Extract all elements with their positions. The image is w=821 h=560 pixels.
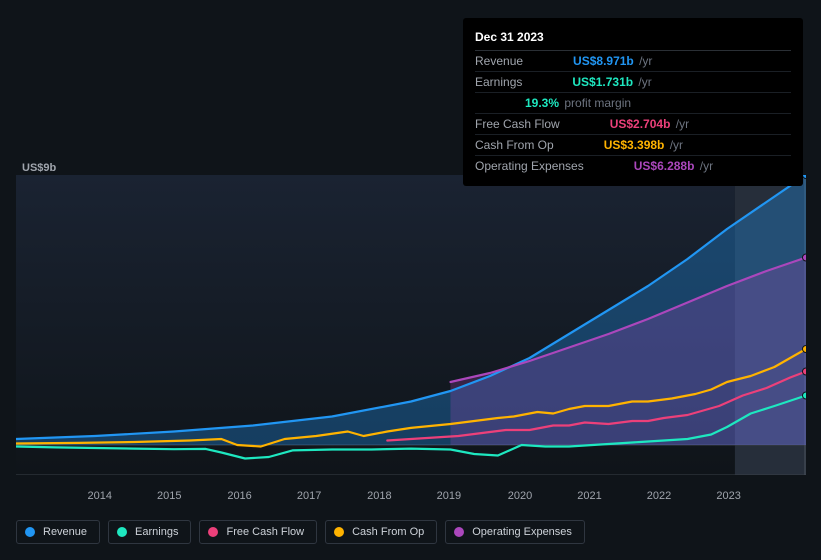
tooltip-row: Cash From OpUS$3.398b /yr	[475, 135, 791, 156]
tooltip-value: US$6.288b	[634, 159, 695, 173]
chart-legend: Revenue Earnings Free Cash Flow Cash From O…	[16, 520, 585, 544]
x-axis-tick: 2016	[227, 490, 251, 502]
x-axis-tick: 2019	[437, 490, 461, 502]
tooltip-unit: /yr	[696, 159, 713, 173]
tooltip-date: Dec 31 2023	[475, 26, 791, 51]
legend-item-free-cash-flow[interactable]: Free Cash Flow	[199, 520, 317, 544]
tooltip-value-wrap: US$2.704b /yr	[560, 117, 791, 131]
x-axis-tick: 2017	[297, 490, 321, 502]
tooltip-row: RevenueUS$8.971b /yr	[475, 51, 791, 72]
x-axis-tick: 2020	[508, 490, 532, 502]
tooltip-row: 19.3% profit margin	[475, 93, 791, 114]
legend-swatch	[334, 527, 344, 537]
data-tooltip: Dec 31 2023 RevenueUS$8.971b /yrEarnings…	[463, 18, 803, 186]
tooltip-unit: /yr	[636, 54, 653, 68]
tooltip-unit: /yr	[666, 138, 683, 152]
y-axis-label: US$9b	[22, 162, 56, 174]
legend-item-earnings[interactable]: Earnings	[108, 520, 191, 544]
tooltip-value: 19.3%	[525, 96, 559, 110]
legend-swatch	[454, 527, 464, 537]
x-axis: 2014201520162017201820192020202120222023	[16, 478, 806, 498]
tooltip-label: Cash From Op	[475, 138, 554, 152]
legend-label: Operating Expenses	[472, 526, 572, 538]
tooltip-label: Earnings	[475, 75, 522, 89]
tooltip-unit: /yr	[672, 117, 689, 131]
tooltip-value-wrap: US$8.971b /yr	[523, 54, 791, 68]
tooltip-value-wrap: US$1.731b /yr	[522, 75, 791, 89]
tooltip-value: US$8.971b	[573, 54, 634, 68]
tooltip-unit: profit margin	[561, 96, 631, 110]
legend-label: Free Cash Flow	[226, 526, 304, 538]
tooltip-value: US$3.398b	[604, 138, 665, 152]
tooltip-value-wrap: 19.3% profit margin	[475, 96, 791, 110]
x-axis-tick: 2018	[367, 490, 391, 502]
chart-plot[interactable]	[16, 175, 806, 475]
legend-item-revenue[interactable]: Revenue	[16, 520, 100, 544]
x-axis-tick: 2021	[577, 490, 601, 502]
tooltip-unit: /yr	[635, 75, 652, 89]
x-axis-tick: 2014	[87, 490, 111, 502]
tooltip-value-wrap: US$3.398b /yr	[554, 138, 791, 152]
tooltip-value-wrap: US$6.288b /yr	[584, 159, 791, 173]
tooltip-value: US$1.731b	[572, 75, 633, 89]
tooltip-label: Revenue	[475, 54, 523, 68]
tooltip-row: Free Cash FlowUS$2.704b /yr	[475, 114, 791, 135]
x-axis-tick: 2015	[157, 490, 181, 502]
legend-item-cash-from-op[interactable]: Cash From Op	[325, 520, 437, 544]
legend-swatch	[208, 527, 218, 537]
x-axis-tick: 2023	[716, 490, 740, 502]
legend-label: Revenue	[43, 526, 87, 538]
tooltip-value: US$2.704b	[610, 117, 671, 131]
tooltip-row: EarningsUS$1.731b /yr	[475, 72, 791, 93]
legend-label: Cash From Op	[352, 526, 424, 538]
tooltip-label: Free Cash Flow	[475, 117, 560, 131]
legend-label: Earnings	[135, 526, 178, 538]
legend-swatch	[117, 527, 127, 537]
tooltip-row: Operating ExpensesUS$6.288b /yr	[475, 156, 791, 176]
tooltip-label: Operating Expenses	[475, 159, 584, 173]
legend-item-operating-expenses[interactable]: Operating Expenses	[445, 520, 585, 544]
legend-swatch	[25, 527, 35, 537]
x-axis-tick: 2022	[647, 490, 671, 502]
